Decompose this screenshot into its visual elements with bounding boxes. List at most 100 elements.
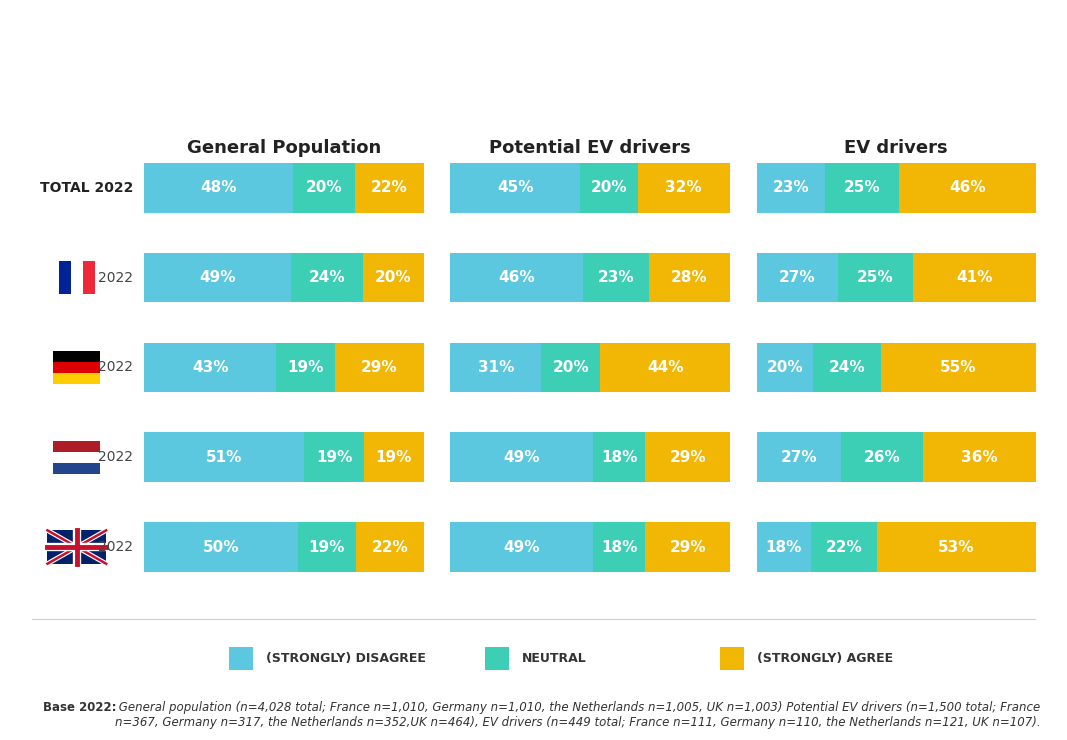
Text: 48%: 48% [201, 181, 237, 195]
Text: 25%: 25% [857, 270, 893, 285]
Text: 55%: 55% [940, 360, 976, 375]
Bar [877, 522, 1036, 572]
Text: 22%: 22% [825, 539, 862, 554]
Text: General population (n=4,028 total; France n=1,010, Germany n=1,010, the Netherla: General population (n=4,028 total; Franc… [115, 701, 1041, 729]
Bar [144, 432, 304, 482]
Bar [355, 163, 424, 212]
Text: 43%: 43% [192, 360, 228, 375]
Bar [53, 362, 100, 373]
Text: 20%: 20% [590, 181, 627, 195]
Bar [838, 253, 912, 303]
Text: 20%: 20% [306, 181, 343, 195]
Bar [144, 343, 276, 392]
Bar [841, 432, 923, 482]
Bar [720, 647, 744, 670]
Bar [923, 432, 1036, 482]
Text: 50%: 50% [203, 539, 239, 554]
Text: 29%: 29% [669, 539, 706, 554]
Bar [646, 522, 730, 572]
Text: 23%: 23% [773, 181, 809, 195]
Bar [811, 522, 877, 572]
Bar [601, 343, 730, 392]
Bar [757, 163, 825, 212]
Text: 19%: 19% [308, 539, 345, 554]
Bar [53, 373, 100, 384]
Text: 46%: 46% [950, 181, 986, 195]
Text: 41%: 41% [956, 270, 992, 285]
Bar [593, 522, 646, 572]
Bar [757, 432, 841, 482]
Text: 31%: 31% [478, 360, 514, 375]
Text: 19%: 19% [376, 450, 412, 465]
Text: 22%: 22% [371, 181, 408, 195]
Bar [646, 432, 730, 482]
Bar [450, 253, 583, 303]
Text: 45%: 45% [497, 181, 534, 195]
Bar [580, 163, 638, 212]
Text: 2022: 2022 [98, 360, 133, 374]
Text: 36%: 36% [961, 450, 998, 465]
Bar [335, 343, 424, 392]
Bar [47, 531, 107, 564]
Bar [912, 253, 1036, 303]
Bar [144, 253, 291, 303]
Text: 23%: 23% [598, 270, 634, 285]
Text: 24%: 24% [309, 270, 346, 285]
Text: EV drivers: EV drivers [844, 139, 949, 158]
Bar [450, 163, 580, 212]
Bar [450, 343, 541, 392]
Text: General Population: General Population [187, 139, 381, 158]
Text: TOTAL 2022: TOTAL 2022 [39, 181, 133, 195]
Bar [229, 647, 253, 670]
Bar [304, 432, 364, 482]
Text: 19%: 19% [287, 360, 323, 375]
Text: 18%: 18% [601, 450, 637, 465]
Bar [83, 261, 95, 295]
Text: 19%: 19% [316, 450, 352, 465]
Bar [364, 253, 424, 303]
Bar [757, 522, 811, 572]
Text: 27%: 27% [779, 270, 815, 285]
Text: 18%: 18% [765, 539, 801, 554]
Text: 2022: 2022 [98, 450, 133, 464]
Text: 29%: 29% [669, 450, 706, 465]
Bar [53, 351, 100, 362]
Bar [757, 253, 838, 303]
Text: 49%: 49% [504, 539, 540, 554]
Text: Potential EV drivers: Potential EV drivers [489, 139, 691, 158]
Text: 32%: 32% [666, 181, 702, 195]
Text: 49%: 49% [200, 270, 236, 285]
Bar [53, 440, 100, 451]
Text: 53%: 53% [938, 539, 974, 554]
Bar [356, 522, 424, 572]
Bar [70, 261, 83, 295]
Bar [291, 253, 364, 303]
Text: 2022: 2022 [98, 271, 133, 285]
Text: 51%: 51% [206, 450, 242, 465]
Text: 44%: 44% [647, 360, 683, 375]
Text: 29%: 29% [361, 360, 397, 375]
Text: 22%: 22% [371, 539, 409, 554]
Bar [638, 163, 730, 212]
Text: (STRONGLY) AGREE: (STRONGLY) AGREE [757, 652, 893, 665]
Bar [53, 462, 100, 474]
Bar [53, 451, 100, 462]
Text: 28%: 28% [671, 270, 707, 285]
Text: Base 2022:: Base 2022: [43, 701, 116, 713]
Text: 27%: 27% [781, 450, 817, 465]
Bar [899, 163, 1036, 212]
Text: 25%: 25% [844, 181, 880, 195]
Bar [364, 432, 424, 482]
Bar [825, 163, 899, 212]
Bar [485, 647, 509, 670]
Bar [541, 343, 601, 392]
Bar [276, 343, 335, 392]
Bar [144, 522, 298, 572]
Text: 20%: 20% [553, 360, 589, 375]
Text: 24%: 24% [829, 360, 865, 375]
Bar [593, 432, 646, 482]
Bar [144, 163, 293, 212]
Bar [450, 522, 593, 572]
Bar [649, 253, 730, 303]
Text: 20%: 20% [766, 360, 803, 375]
